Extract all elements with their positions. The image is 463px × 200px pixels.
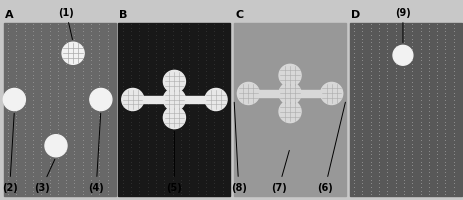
Text: (2): (2) (2, 114, 18, 192)
Text: C: C (234, 10, 243, 20)
Ellipse shape (163, 71, 185, 93)
Bar (118, 24, 230, 196)
Text: (1): (1) (58, 8, 74, 40)
Ellipse shape (278, 101, 300, 123)
Ellipse shape (45, 135, 67, 157)
Text: A: A (5, 10, 13, 20)
Ellipse shape (320, 83, 342, 105)
Text: D: D (350, 10, 359, 20)
Text: B: B (119, 10, 127, 20)
Ellipse shape (90, 89, 112, 111)
Text: (9): (9) (394, 8, 410, 43)
Text: (5): (5) (166, 132, 182, 192)
Bar (248, 90, 331, 98)
Ellipse shape (278, 83, 300, 105)
Text: (6): (6) (317, 103, 344, 192)
Bar (349, 24, 461, 196)
Text: (8): (8) (230, 103, 246, 192)
Ellipse shape (62, 43, 84, 65)
Ellipse shape (205, 89, 226, 111)
Text: (4): (4) (88, 114, 104, 192)
Ellipse shape (237, 83, 259, 105)
Bar (132, 96, 216, 104)
Bar (234, 24, 345, 196)
Bar (286, 76, 293, 112)
Ellipse shape (3, 89, 25, 111)
Bar (170, 82, 178, 118)
Text: (3): (3) (34, 160, 55, 192)
Ellipse shape (163, 89, 185, 111)
Ellipse shape (392, 46, 412, 66)
Bar (4, 24, 115, 196)
Ellipse shape (278, 65, 300, 87)
Ellipse shape (121, 89, 144, 111)
Ellipse shape (163, 107, 185, 129)
Text: (7): (7) (270, 151, 289, 192)
